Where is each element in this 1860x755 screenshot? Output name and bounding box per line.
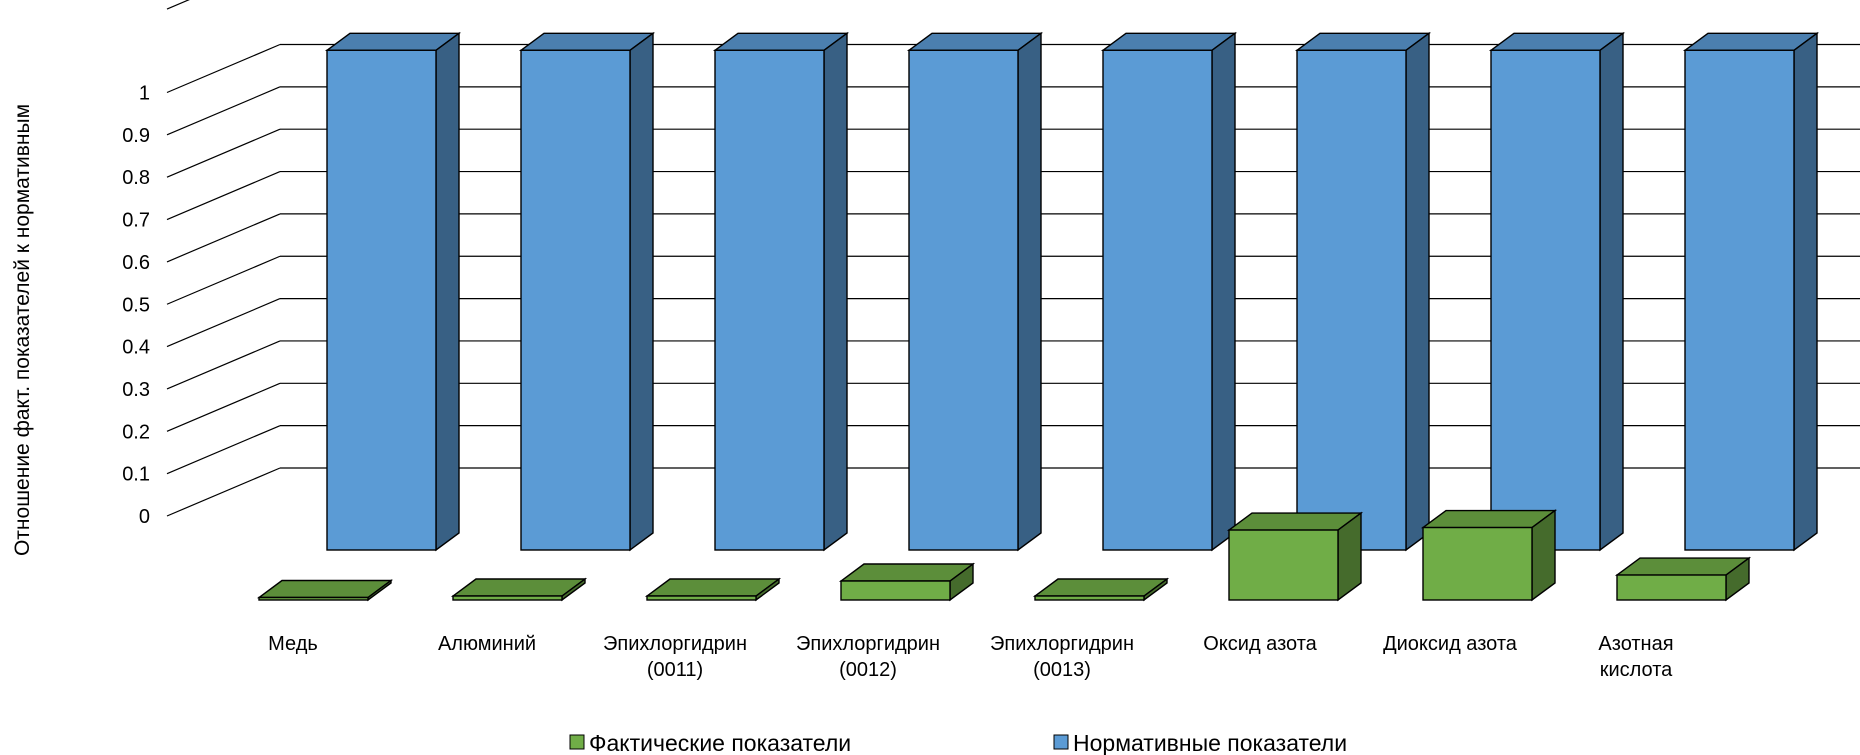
category-label-line: (0012): [839, 659, 897, 681]
grid-diagonal-5: [167, 256, 280, 304]
category-label-2: Эпихлоргидрин (0011): [603, 633, 747, 681]
grid-diagonal-6: [167, 214, 280, 262]
category-label-line: Оксид азота: [1203, 633, 1317, 655]
category-label-5: Оксид азота: [1203, 633, 1317, 655]
normative-bar-0-side: [436, 33, 459, 550]
grid-diagonal-7: [167, 172, 280, 220]
normative-bar-4-side: [1212, 33, 1235, 550]
category-label-line: Азотная: [1598, 633, 1673, 655]
normative-bar-5-side: [1406, 33, 1429, 550]
category-label-line: (0013): [1033, 659, 1091, 681]
y-tick-label-7: 0.7: [122, 210, 150, 232]
category-label-line: Эпихлоргидрин: [603, 633, 747, 655]
normative-bar-3-side: [1018, 33, 1041, 550]
normative-bar-1-front: [521, 50, 630, 550]
actual-bar-0-front: [259, 598, 368, 600]
legend: Фактические показатели Нормативные показа…: [570, 730, 1347, 755]
normative-bar-5-front: [1297, 50, 1406, 550]
normative-bar-2-side: [824, 33, 847, 550]
normative-bar-2-front: [715, 50, 824, 550]
category-label-line: кислота: [1600, 659, 1673, 681]
x-axis-categories: Медь Алюминий Эпихлоргидрин (0011)Эпихлорги…: [268, 633, 1673, 681]
normative-bar-4-front: [1103, 50, 1212, 550]
actual-bar-1-front: [453, 596, 562, 600]
grid-diagonal-1: [167, 426, 280, 474]
y-axis-title: Отношение факт. показателей к нормативны…: [11, 104, 34, 556]
grid-diagonal-9: [167, 87, 280, 135]
wall-top-diagonal: [167, 0, 280, 9]
y-tick-label-8: 0.8: [122, 167, 150, 189]
category-label-line: Эпихлоргидрин: [796, 633, 940, 655]
category-label-line: Эпихлоргидрин: [990, 633, 1134, 655]
y-tick-label-3: 0.3: [122, 379, 150, 401]
actual-bar-5-front: [1229, 530, 1338, 600]
normative-bar-1-side: [630, 33, 653, 550]
actual-bar-7-front: [1617, 575, 1726, 600]
actual-bar-2-front: [647, 596, 756, 600]
category-label-1: Алюминий: [438, 633, 536, 655]
grid-diagonal-4: [167, 299, 280, 347]
actual-bar-3-front: [841, 581, 950, 600]
y-tick-label-2: 0.2: [122, 421, 150, 443]
grid-diagonal-0: [167, 468, 280, 516]
category-label-line: Диоксид азота: [1383, 633, 1518, 655]
normative-bar-6-side: [1600, 33, 1623, 550]
grid-diagonal-3: [167, 341, 280, 389]
y-tick-label-1: 0.1: [122, 464, 150, 486]
normative-bar-3-front: [909, 50, 1018, 550]
legend-swatch-0: [570, 735, 584, 749]
normative-bar-6-front: [1491, 50, 1600, 550]
grid-diagonal-2: [167, 383, 280, 431]
legend-label-0: Фактические показатели: [589, 730, 851, 755]
normative-bar-7-front: [1685, 50, 1794, 550]
y-tick-label-10: 1: [139, 83, 150, 105]
actual-bar-6-front: [1423, 528, 1532, 600]
category-label-line: (0011): [647, 659, 703, 681]
series-normative-bars: [327, 33, 1817, 550]
y-axis-ticks: 0 0.1 0.2 0.3 0.4 0.5 0.6 0.7 0.8 0.9 1: [122, 83, 150, 529]
category-label-6: Диоксид азота: [1383, 633, 1518, 655]
legend-swatch-1: [1054, 735, 1068, 749]
grid-diagonal-10: [167, 45, 280, 93]
category-label-0: Медь: [268, 633, 318, 655]
actual-bar-4-front: [1035, 596, 1144, 600]
category-label-line: Алюминий: [438, 633, 536, 655]
y-tick-label-9: 0.9: [122, 125, 150, 147]
category-label-4: Эпихлоргидрин (0013): [990, 633, 1134, 681]
y-tick-label-6: 0.6: [122, 252, 150, 274]
normative-bar-0-front: [327, 50, 436, 550]
category-label-3: Эпихлоргидрин (0012): [796, 633, 940, 681]
y-tick-label-5: 0.5: [122, 294, 150, 316]
grid-diagonal-8: [167, 129, 280, 177]
y-tick-label-4: 0.4: [122, 337, 150, 359]
legend-label-1: Нормативные показатели: [1073, 730, 1347, 755]
category-label-line: Медь: [268, 633, 318, 655]
category-label-7: Азотная кислота: [1598, 633, 1673, 681]
y-tick-label-0: 0: [139, 506, 150, 528]
normative-bar-7-side: [1794, 33, 1817, 550]
